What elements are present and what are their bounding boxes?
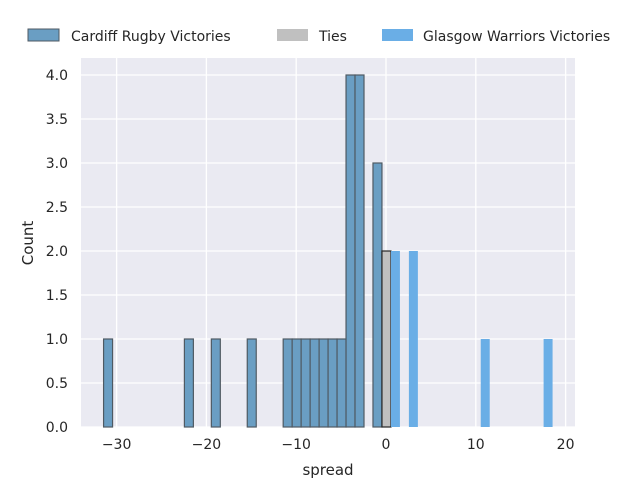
legend-label: Ties xyxy=(318,29,347,45)
x-tick-label: 0 xyxy=(382,437,391,453)
x-tick-label: −10 xyxy=(281,437,311,453)
legend-label: Cardiff Rugby Victories xyxy=(71,29,231,45)
legend-swatch xyxy=(277,29,308,41)
bar-cardiff-rugby-victories xyxy=(300,338,311,428)
x-tick-labels: −30 −20 −10 0 10 20 xyxy=(102,437,575,453)
bar-cardiff-rugby-victories xyxy=(246,338,257,428)
legend-swatch xyxy=(27,28,60,42)
y-tick-label: 3.0 xyxy=(46,156,68,172)
bar-cardiff-rugby-victories xyxy=(210,338,221,428)
y-tick-label: 1.5 xyxy=(46,288,68,304)
y-tick-labels: 0.0 0.5 1.0 1.5 2.0 2.5 3.0 3.5 4.0 xyxy=(46,68,68,436)
bar-cardiff-rugby-victories xyxy=(354,74,365,428)
legend: Cardiff Rugby Victories Ties Glasgow Warri… xyxy=(27,28,610,45)
x-tick-label: 20 xyxy=(557,437,575,453)
bar-cardiff-rugby-victories xyxy=(372,162,383,428)
bars xyxy=(102,74,553,428)
bar-cardiff-rugby-victories xyxy=(327,338,338,428)
bar-glasgow-warriors-victories xyxy=(408,251,418,427)
bar-glasgow-warriors-victories xyxy=(480,339,490,427)
y-tick-label: 2.5 xyxy=(46,200,68,216)
y-tick-label: 2.0 xyxy=(46,244,68,260)
y-tick-label: 0.0 xyxy=(46,420,68,436)
bar-cardiff-rugby-victories xyxy=(336,338,347,428)
bar-cardiff-rugby-victories xyxy=(102,338,114,428)
y-tick-label: 0.5 xyxy=(46,376,68,392)
legend-label: Glasgow Warriors Victories xyxy=(423,29,610,45)
y-tick-label: 3.5 xyxy=(46,112,68,128)
x-tick-label: −30 xyxy=(102,437,132,453)
bar-cardiff-rugby-victories xyxy=(282,338,293,428)
bar-glasgow-warriors-victories xyxy=(543,339,553,427)
y-axis-label: Count xyxy=(19,221,37,266)
bar-ties xyxy=(381,250,392,428)
bar-cardiff-rugby-victories xyxy=(183,338,194,428)
legend-swatch xyxy=(382,29,413,41)
bar-cardiff-rugby-victories xyxy=(309,338,320,428)
bar-cardiff-rugby-victories xyxy=(291,338,302,428)
y-tick-label: 1.0 xyxy=(46,332,68,348)
x-tick-label: −20 xyxy=(192,437,222,453)
bar-cardiff-rugby-victories xyxy=(318,338,329,428)
y-tick-label: 4.0 xyxy=(46,68,68,84)
bar-glasgow-warriors-victories xyxy=(390,251,400,427)
x-tick-label: 10 xyxy=(467,437,485,453)
x-axis-label: spread xyxy=(302,461,353,479)
bar-cardiff-rugby-victories xyxy=(345,74,356,428)
